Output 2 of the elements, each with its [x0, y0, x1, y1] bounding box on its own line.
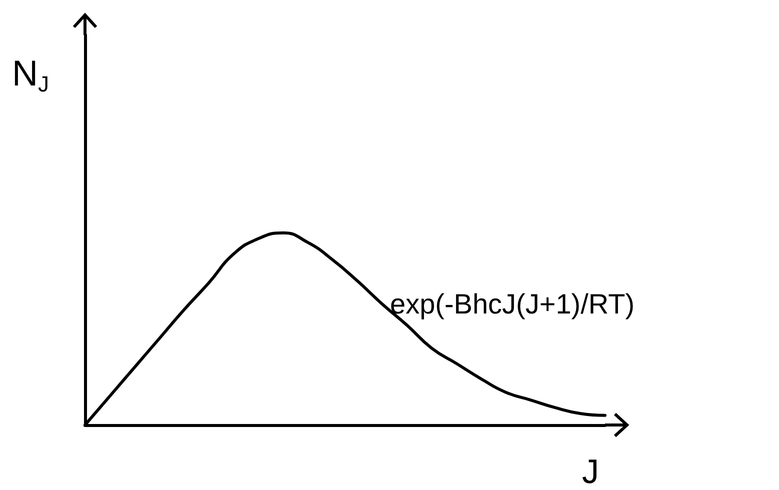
- x-axis-title: J: [582, 453, 599, 490]
- annotation: exp(-BhcJ(J+1)/RT): [390, 288, 635, 320]
